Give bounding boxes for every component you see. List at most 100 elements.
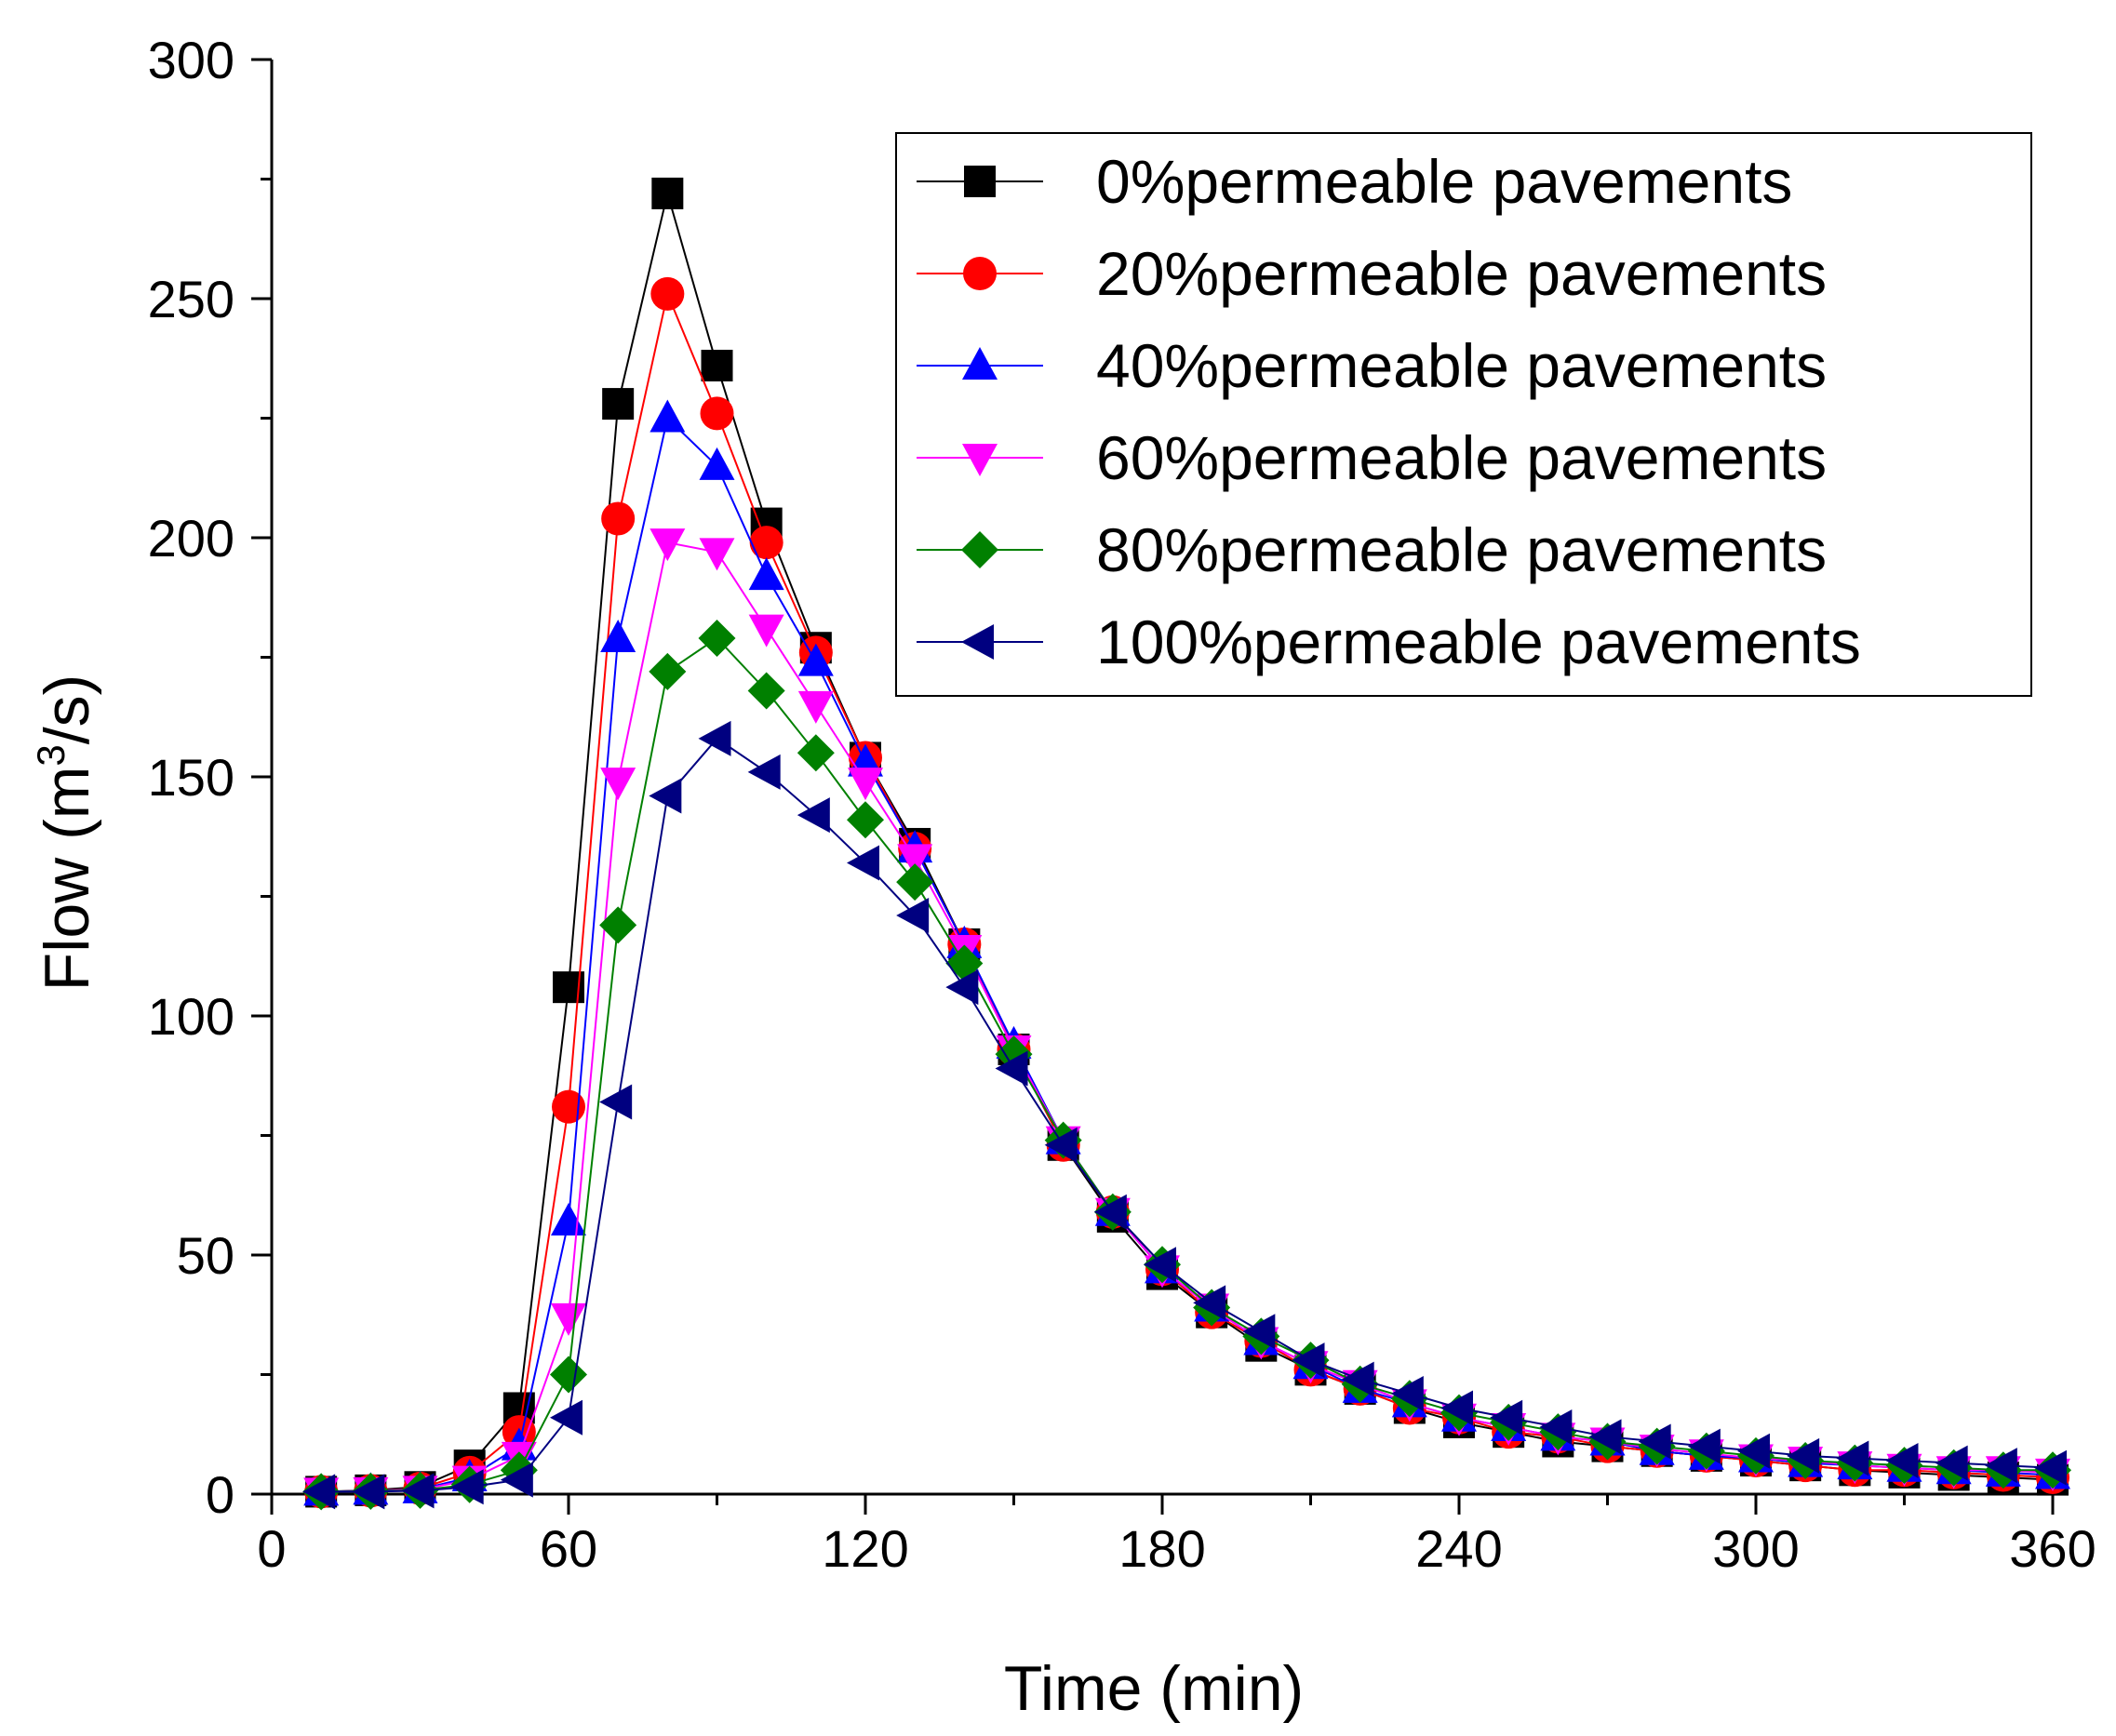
data-point xyxy=(1093,1194,1127,1230)
data-point xyxy=(651,177,684,209)
data-point xyxy=(650,528,686,562)
data-point xyxy=(748,614,784,648)
y-tick-label: 150 xyxy=(148,748,234,807)
series-5 xyxy=(302,720,2067,1510)
data-point xyxy=(749,526,783,560)
data-point xyxy=(797,690,834,724)
data-point xyxy=(945,969,979,1006)
data-point xyxy=(1984,1448,2017,1484)
data-point xyxy=(601,501,636,536)
data-point xyxy=(847,845,879,881)
legend-label: 0%permeable pavements xyxy=(1096,147,1792,216)
data-point xyxy=(550,1355,587,1394)
data-point xyxy=(1737,1433,1770,1469)
data-point xyxy=(699,447,735,480)
legend-label: 80%permeable pavements xyxy=(1096,515,1827,584)
data-point xyxy=(1144,1247,1176,1283)
data-point xyxy=(1490,1399,1523,1436)
data-point xyxy=(401,1473,435,1509)
data-point xyxy=(551,1302,586,1336)
data-point xyxy=(500,1462,533,1498)
data-point xyxy=(797,734,835,772)
y-tick-label: 50 xyxy=(177,1226,234,1285)
data-point xyxy=(847,801,884,839)
data-point xyxy=(698,720,731,756)
plot-axes: 0 60 120 180 240 300 360 0 50 100 150 200 250 300 xyxy=(148,31,2096,1578)
data-point xyxy=(1242,1314,1276,1350)
x-tick-label: 120 xyxy=(822,1519,908,1578)
data-point xyxy=(600,619,636,652)
legend-entry: 100%permeable pavements xyxy=(917,608,1861,676)
data-point xyxy=(897,844,933,877)
data-point xyxy=(698,619,736,657)
legend-marker xyxy=(962,444,998,476)
legend-marker xyxy=(961,531,998,568)
data-point xyxy=(649,778,682,814)
data-point xyxy=(302,1474,336,1510)
data-point xyxy=(650,399,686,433)
x-tick-label: 0 xyxy=(257,1519,286,1578)
data-point xyxy=(896,898,930,934)
y-axis-label: Flow (m3/s) xyxy=(29,674,102,992)
legend-entry: 40%permeable pavements xyxy=(917,331,1827,400)
data-point xyxy=(649,652,687,690)
data-point xyxy=(699,538,735,571)
data-point xyxy=(1787,1437,1820,1474)
y-tick-label: 100 xyxy=(148,987,234,1046)
data-point xyxy=(1588,1419,1622,1455)
data-point xyxy=(1885,1443,1919,1479)
data-point xyxy=(797,797,830,834)
data-point xyxy=(747,672,785,710)
data-point xyxy=(701,349,733,381)
data-point xyxy=(896,863,934,901)
legend-box xyxy=(895,132,2032,697)
legend-label: 60%permeable pavements xyxy=(1096,423,1827,492)
data-point xyxy=(650,276,685,311)
x-tick-label: 240 xyxy=(1415,1519,1502,1578)
x-axis-label: Time (min) xyxy=(1004,1653,1304,1724)
y-tick-label: 200 xyxy=(148,509,234,568)
x-tick-label: 180 xyxy=(1118,1519,1205,1578)
data-point xyxy=(600,768,636,801)
legend: 0%permeable pavements 20%permeable paveme… xyxy=(895,132,2032,697)
data-point xyxy=(848,768,883,801)
data-point xyxy=(602,388,635,421)
y-tick-label: 300 xyxy=(148,31,234,89)
data-point xyxy=(450,1469,484,1505)
data-point xyxy=(797,643,834,676)
data-point xyxy=(1193,1285,1226,1321)
legend-label: 40%permeable pavements xyxy=(1096,331,1827,400)
data-point xyxy=(1836,1440,1869,1476)
legend-entry: 20%permeable pavements xyxy=(917,239,1827,308)
data-point xyxy=(352,1474,385,1510)
data-point xyxy=(599,906,637,944)
legend-label: 20%permeable pavements xyxy=(1096,239,1827,308)
data-point xyxy=(1638,1423,1671,1460)
legend-marker xyxy=(963,257,997,290)
data-point xyxy=(747,754,781,790)
legend-label: 100%permeable pavements xyxy=(1096,608,1861,676)
data-point xyxy=(1935,1445,1968,1481)
data-point xyxy=(552,1089,585,1124)
data-point xyxy=(1292,1342,1325,1379)
data-point xyxy=(1044,1127,1078,1163)
legend-entry: 80%permeable pavements xyxy=(917,515,1827,584)
data-point xyxy=(1539,1409,1573,1446)
legend-marker xyxy=(962,347,998,380)
data-point xyxy=(1687,1428,1721,1464)
legend-entry: 60%permeable pavements xyxy=(917,423,1827,492)
data-point xyxy=(1390,1376,1424,1412)
data-point xyxy=(995,1050,1028,1087)
series-layer xyxy=(302,177,2071,1511)
data-point xyxy=(2034,1449,2067,1486)
data-point xyxy=(599,1084,633,1120)
x-tick-label: 360 xyxy=(2009,1519,2096,1578)
data-point xyxy=(551,1203,586,1236)
data-point xyxy=(1341,1361,1374,1397)
data-point xyxy=(1440,1390,1473,1426)
y-tick-label: 250 xyxy=(148,270,234,328)
data-point xyxy=(700,396,734,431)
legend-marker xyxy=(964,166,996,197)
data-point xyxy=(748,557,784,591)
